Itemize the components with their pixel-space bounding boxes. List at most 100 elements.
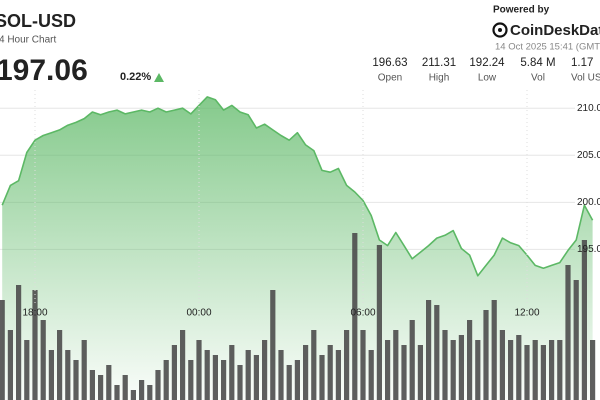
stat-label: High: [429, 73, 450, 84]
change: 0.22%: [120, 71, 151, 83]
volume-bar: [139, 380, 145, 400]
volume-bar: [245, 350, 251, 400]
volume-bar: [114, 385, 120, 400]
volume-bar: [344, 330, 350, 400]
stat-value: 196.63: [372, 57, 407, 69]
volume-bar: [48, 350, 54, 400]
volume-bar: [319, 355, 325, 400]
volume-bar: [65, 350, 71, 400]
volume-bar: [483, 310, 489, 400]
volume-bar: [491, 300, 497, 400]
volume-bar: [262, 340, 268, 400]
volume-bar: [155, 370, 161, 400]
volume-bar: [393, 330, 399, 400]
volume-bar: [253, 355, 259, 400]
volume-bar: [450, 340, 456, 400]
volume-bar: [188, 360, 194, 400]
volume-bar: [409, 320, 415, 400]
volume-bar: [335, 350, 341, 400]
volume-bar: [16, 285, 22, 400]
volume-bar: [532, 340, 538, 400]
volume-bar: [426, 300, 432, 400]
chart-subtitle: 4 Hour Chart: [0, 35, 56, 46]
volume-bar: [549, 340, 555, 400]
volume-bar: [212, 355, 218, 400]
volume-bar: [434, 305, 440, 400]
labels: SOL-USD 4 Hour Chart 197.06 0.22% Powere…: [0, 5, 600, 319]
stat-value: 1.17: [571, 57, 593, 69]
volume-bar: [229, 345, 235, 400]
price: 197.06: [0, 54, 88, 87]
volume-bar: [401, 345, 407, 400]
stat-value: 192.24: [469, 57, 505, 69]
volume-bar: [557, 340, 563, 400]
volume-bar: [196, 340, 202, 400]
price-line: [1, 96, 594, 277]
x-tick-label: 00:00: [186, 308, 211, 319]
brand: CoinDeskDat: [510, 22, 600, 39]
volume-bar: [442, 330, 448, 400]
y-tick-label: 200.0: [577, 197, 600, 208]
volume-bar: [147, 385, 153, 400]
powered-by: Powered by: [493, 5, 550, 16]
volume-bar: [81, 340, 87, 400]
volume-bar: [311, 330, 317, 400]
volume-bar: [327, 345, 333, 400]
stat-label: Vol: [531, 73, 545, 84]
x-tick-label: 12:00: [514, 308, 539, 319]
volume-bar: [573, 280, 579, 400]
volume-bar: [581, 240, 587, 400]
x-tick-label: 18:00: [22, 308, 47, 319]
volume-bar: [171, 345, 177, 400]
volume-bar: [24, 340, 30, 400]
y-tick-label: 210.0: [577, 103, 600, 114]
volume-bar: [499, 330, 505, 400]
volume-bar: [508, 340, 514, 400]
volume-bar: [0, 300, 5, 400]
stat-label: Low: [478, 73, 497, 84]
volume-bar: [376, 245, 382, 400]
volume-bar: [270, 290, 276, 400]
price-area: [2, 96, 593, 400]
volume-bar: [303, 345, 309, 400]
volume-bar: [204, 350, 210, 400]
volume-bar: [7, 330, 13, 400]
y-tick-label: 195.0: [577, 244, 600, 255]
volume-bar: [221, 360, 227, 400]
volume-bar: [475, 340, 481, 400]
volume-bar: [130, 390, 136, 400]
volume-bar: [180, 330, 186, 400]
stat-label: Vol US: [571, 73, 600, 84]
volume-bar: [106, 365, 112, 400]
stat-value: 211.31: [422, 57, 456, 69]
y-tick-label: 205.0: [577, 150, 600, 161]
volume-bar: [294, 360, 300, 400]
volume-bar: [565, 265, 571, 400]
volume-bar: [278, 350, 284, 400]
volume-bar: [540, 345, 546, 400]
volume-bar: [368, 350, 374, 400]
volume-bar: [163, 360, 169, 400]
volume-bar: [516, 335, 522, 400]
volume-bar: [467, 320, 473, 400]
volume-bar: [89, 370, 95, 400]
volume-bar: [286, 365, 292, 400]
volume-bar: [40, 320, 46, 400]
timestamp: 14 Oct 2025 15:41 (GMT: [495, 42, 600, 53]
volume-bar: [73, 360, 79, 400]
volume-bar: [385, 340, 391, 400]
up-arrow: [154, 73, 164, 82]
volume-bar: [32, 290, 38, 400]
stat-label: Open: [378, 73, 402, 84]
volume-bar: [352, 233, 358, 400]
volume-bar: [98, 375, 104, 400]
volume-bar: [57, 330, 63, 400]
volume-bar: [417, 345, 423, 400]
volume-bar: [458, 335, 464, 400]
volume-bar: [590, 340, 596, 400]
stat-value: 5.84 M: [520, 57, 555, 69]
brand-logo-dot: [498, 28, 502, 32]
volume-bar: [360, 330, 366, 400]
volume-bar: [237, 365, 243, 400]
